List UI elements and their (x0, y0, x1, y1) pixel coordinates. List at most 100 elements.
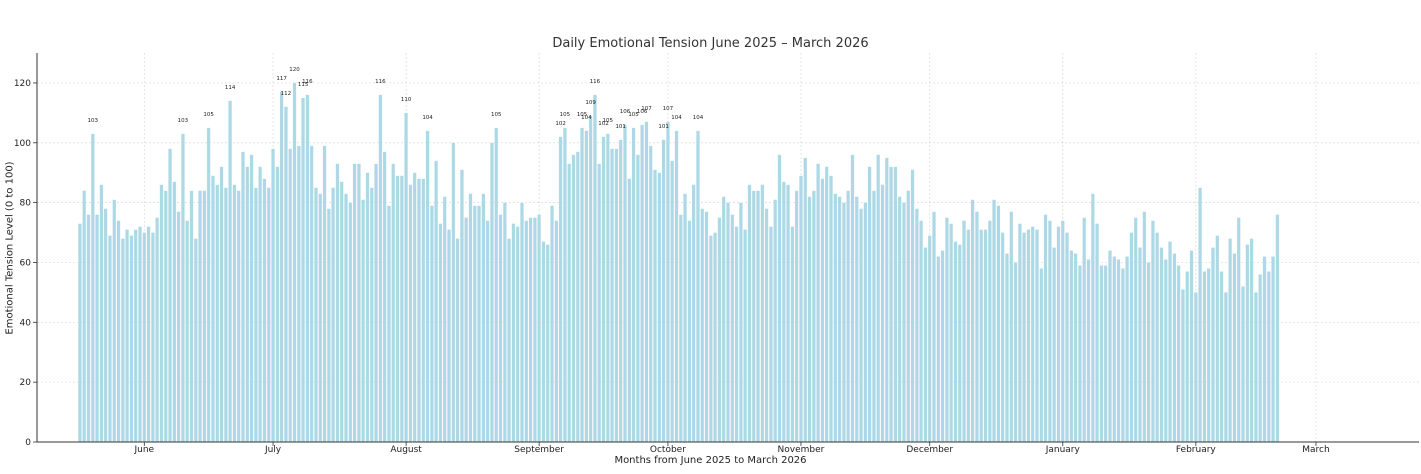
bar (288, 148, 293, 443)
bar (854, 196, 859, 443)
bar (301, 97, 305, 443)
bar (163, 190, 168, 443)
bar (846, 190, 850, 443)
data-label: 109 (585, 100, 596, 106)
bar (447, 229, 451, 443)
bar (1125, 256, 1129, 443)
bar (189, 190, 194, 443)
bar (541, 241, 546, 443)
bar (1202, 271, 1207, 443)
bar (528, 217, 533, 443)
bar (648, 145, 653, 443)
y-tick-label: 100 (14, 139, 31, 149)
data-label: 112 (281, 91, 292, 97)
bar (876, 154, 881, 443)
bar (1185, 271, 1190, 443)
bar (803, 157, 808, 443)
bar (661, 139, 666, 443)
x-tick-label: November (778, 445, 825, 455)
bar (365, 172, 370, 443)
bar (606, 133, 610, 443)
bar (331, 187, 335, 443)
bar (593, 94, 597, 443)
bar (254, 187, 258, 443)
bar (472, 205, 477, 443)
bar (781, 181, 786, 443)
bar (95, 214, 99, 443)
bar (618, 139, 623, 443)
bar (743, 229, 747, 443)
bar (1262, 256, 1267, 443)
bar (284, 106, 288, 443)
bar (790, 226, 795, 443)
bars (78, 82, 1280, 443)
bar (455, 238, 460, 443)
bar (747, 184, 752, 443)
bar (764, 208, 769, 443)
axes: 0 20 40 60 80 100 120 June July August September Oc… (14, 53, 1419, 455)
bar (816, 163, 820, 443)
bar (357, 163, 361, 443)
data-label: 105 (560, 112, 571, 118)
data-label: 103 (178, 118, 189, 124)
bar (580, 127, 584, 443)
bar (241, 151, 245, 443)
bar (206, 127, 211, 443)
bar (550, 205, 554, 443)
data-label: 116 (590, 79, 601, 85)
bar (1258, 274, 1263, 443)
data-label: 106 (637, 109, 648, 115)
bar (1176, 265, 1181, 443)
bar (296, 145, 301, 443)
data-label: 105 (577, 112, 588, 118)
bar (176, 211, 181, 443)
bar (468, 193, 473, 443)
bar (949, 223, 953, 443)
bar (863, 202, 868, 443)
bar (1035, 229, 1039, 443)
bar (421, 178, 426, 443)
data-label: 103 (88, 118, 99, 124)
bar (713, 232, 717, 443)
bar (919, 220, 923, 443)
bar (1009, 211, 1014, 443)
bar (1103, 265, 1108, 443)
bar (1194, 292, 1198, 443)
data-label: 114 (225, 85, 236, 91)
bar (730, 214, 735, 443)
y-tick-label: 20 (20, 378, 32, 388)
bar (962, 220, 966, 443)
bar (155, 217, 159, 443)
bar (932, 211, 936, 443)
bar (146, 226, 151, 443)
bar (867, 166, 872, 443)
bar (1078, 265, 1082, 443)
bar (1043, 214, 1048, 443)
bar (987, 220, 992, 443)
data-label: 115 (298, 82, 309, 88)
bar (910, 169, 915, 443)
bar (940, 250, 945, 443)
bar (129, 235, 134, 443)
bar (717, 217, 722, 443)
bar (245, 166, 250, 443)
bar (1254, 292, 1258, 443)
bar (1211, 247, 1215, 443)
bar (631, 127, 636, 443)
bar (636, 154, 640, 443)
bar (305, 94, 310, 443)
data-label: 101 (615, 124, 626, 130)
data-label: 107 (663, 106, 674, 112)
bar (1052, 247, 1057, 443)
y-tick-label: 120 (14, 79, 31, 89)
bar (1236, 217, 1241, 443)
bar (116, 220, 121, 443)
bar (318, 193, 323, 443)
bar (417, 178, 421, 443)
data-label: 102 (598, 121, 609, 127)
bar (125, 229, 129, 443)
y-tick-label: 40 (20, 318, 32, 328)
bar (1005, 253, 1009, 443)
bar (824, 166, 829, 443)
bar (1142, 211, 1147, 443)
